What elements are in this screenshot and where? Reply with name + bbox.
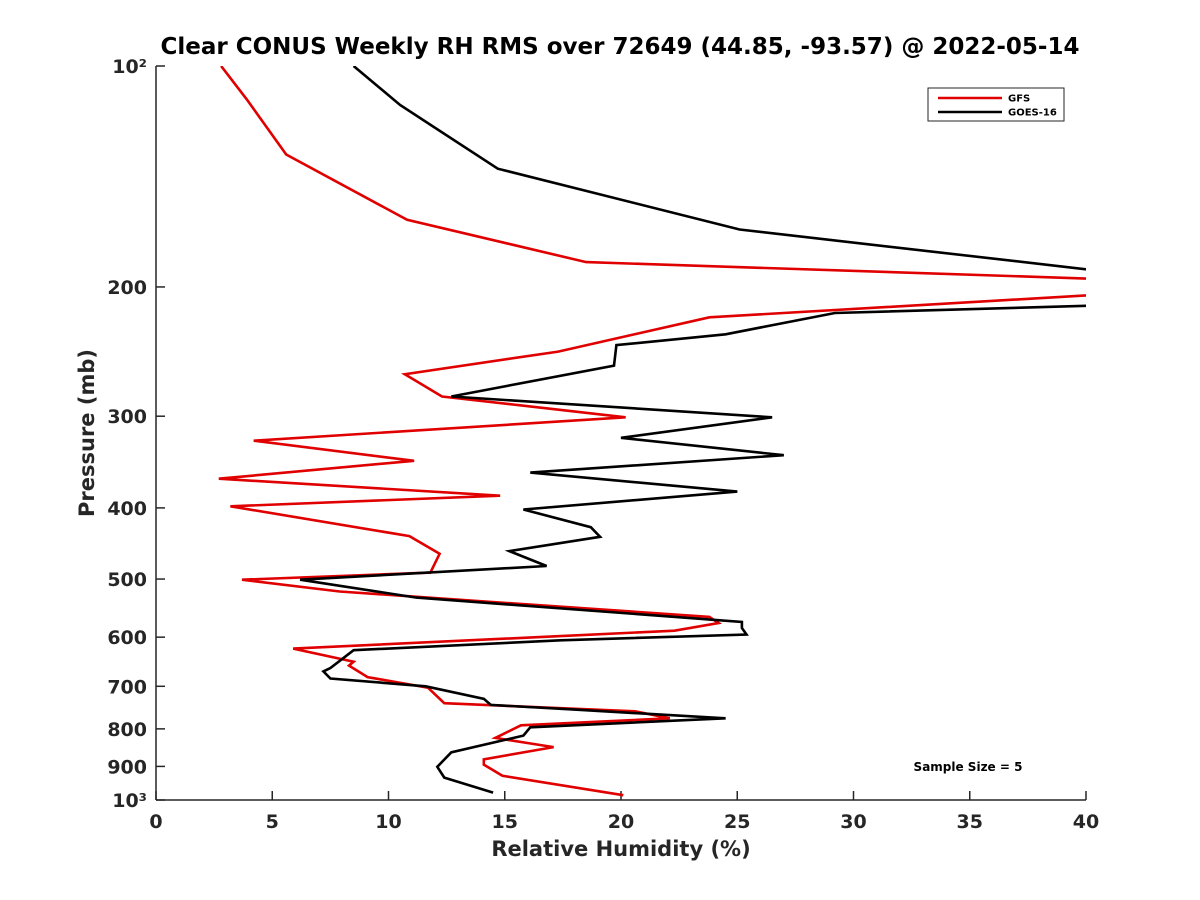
sample-size-annotation: Sample Size = 5 <box>914 760 1023 774</box>
y-tick-label: 300 <box>107 406 147 428</box>
y-axis-ticks: 10² 200 300 400 500 600 700 800 900 10³ <box>107 56 165 812</box>
legend-box <box>927 87 1065 122</box>
y-tick-label: 500 <box>107 569 147 591</box>
y-tick-label: 900 <box>107 756 147 778</box>
legend-label-gfs: GFS <box>1008 94 1030 105</box>
x-axis-label: Relative Humidity (%) <box>491 837 750 861</box>
y-tick-label: 400 <box>107 498 147 520</box>
series-line-gfs <box>218 66 1086 797</box>
x-tick-label: 0 <box>149 811 162 833</box>
plot-area <box>155 66 1086 801</box>
series-layer <box>218 66 1086 797</box>
x-axis-ticks: 0 5 10 15 20 25 30 35 40 <box>149 791 1099 833</box>
legend: GFS GOES-16 <box>927 87 1065 122</box>
y-tick-label: 200 <box>107 277 147 299</box>
chart-title: Clear CONUS Weekly RH RMS over 72649 (44… <box>161 34 1080 60</box>
y-tick-label: 10² <box>112 56 147 78</box>
x-tick-label: 15 <box>492 811 518 833</box>
x-tick-label: 30 <box>840 811 866 833</box>
x-tick-label: 20 <box>608 811 634 833</box>
x-tick-label: 25 <box>724 811 750 833</box>
series-line-goes-16 <box>299 66 1086 794</box>
x-tick-label: 5 <box>266 811 279 833</box>
y-axis-label: Pressure (mb) <box>75 349 99 517</box>
y-tick-label: 800 <box>107 719 147 741</box>
y-tick-label: 700 <box>107 676 147 698</box>
legend-label-goes-16: GOES-16 <box>1008 108 1057 119</box>
x-tick-label: 40 <box>1073 811 1099 833</box>
y-tick-label: 10³ <box>112 790 147 812</box>
x-tick-label: 10 <box>375 811 401 833</box>
y-tick-label: 600 <box>107 627 147 649</box>
x-tick-label: 35 <box>957 811 983 833</box>
